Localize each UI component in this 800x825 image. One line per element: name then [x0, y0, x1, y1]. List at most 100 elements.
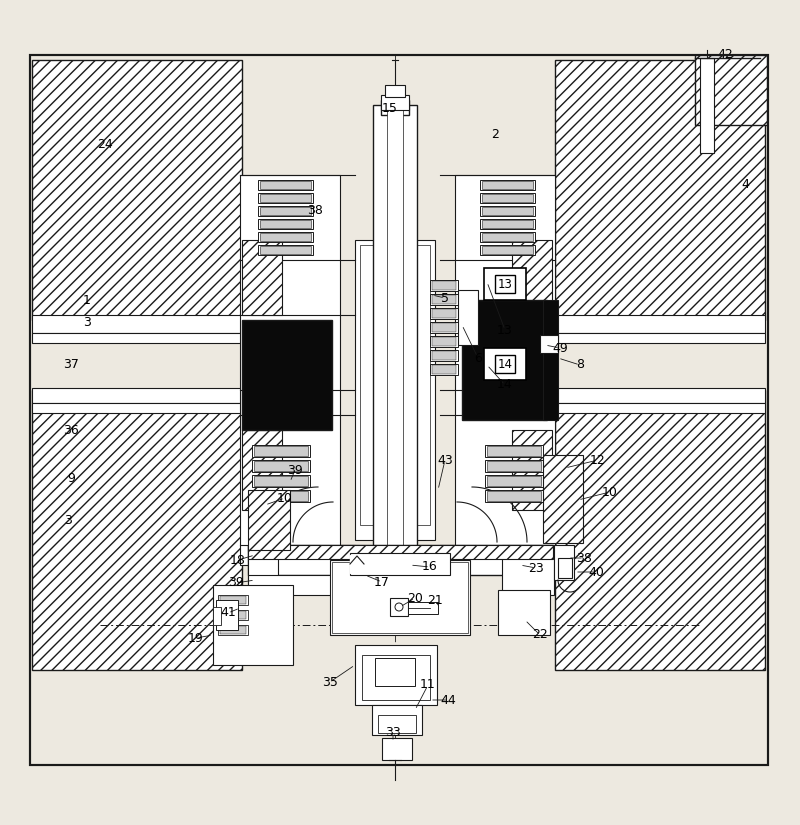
- Bar: [480, 180, 535, 190]
- Bar: [375, 658, 415, 686]
- Bar: [482, 220, 533, 228]
- Bar: [218, 625, 248, 635]
- Bar: [432, 309, 456, 318]
- Bar: [260, 194, 311, 202]
- Bar: [32, 388, 242, 403]
- Text: 35: 35: [322, 676, 338, 689]
- Bar: [480, 193, 535, 203]
- Bar: [242, 320, 332, 430]
- Bar: [482, 246, 533, 254]
- Bar: [408, 602, 438, 614]
- Text: 37: 37: [63, 359, 79, 371]
- Bar: [430, 308, 458, 319]
- Bar: [32, 390, 242, 670]
- Text: 14: 14: [497, 379, 513, 392]
- Bar: [485, 490, 543, 502]
- Bar: [382, 738, 412, 760]
- Bar: [558, 558, 572, 578]
- Bar: [487, 446, 541, 456]
- Bar: [480, 232, 535, 242]
- Bar: [430, 280, 458, 291]
- Text: 22: 22: [532, 629, 548, 642]
- Bar: [482, 194, 533, 202]
- Bar: [432, 337, 456, 346]
- Text: 49: 49: [552, 342, 568, 355]
- Bar: [555, 333, 765, 343]
- Text: 12: 12: [590, 454, 606, 466]
- Text: 1: 1: [83, 294, 91, 307]
- Bar: [254, 461, 308, 471]
- Bar: [432, 281, 456, 290]
- Bar: [355, 645, 437, 705]
- Bar: [258, 180, 313, 190]
- Bar: [484, 348, 526, 380]
- Text: 13: 13: [498, 277, 513, 290]
- Bar: [480, 245, 535, 255]
- Text: 21: 21: [427, 593, 443, 606]
- Circle shape: [395, 603, 403, 611]
- Bar: [502, 545, 554, 595]
- Bar: [381, 95, 409, 110]
- Bar: [487, 461, 541, 471]
- Bar: [430, 322, 458, 333]
- Text: 18: 18: [230, 554, 246, 567]
- Bar: [432, 323, 456, 332]
- Text: 42: 42: [717, 49, 733, 62]
- Bar: [32, 60, 242, 320]
- Bar: [482, 181, 533, 189]
- Bar: [248, 575, 333, 595]
- Text: 3: 3: [83, 315, 91, 328]
- Text: 44: 44: [440, 694, 456, 706]
- Text: 33: 33: [385, 727, 401, 739]
- Bar: [485, 475, 543, 487]
- Bar: [30, 55, 768, 765]
- Bar: [332, 562, 468, 633]
- Bar: [258, 219, 313, 229]
- Bar: [700, 58, 714, 153]
- Bar: [220, 611, 246, 619]
- Text: 15: 15: [382, 101, 398, 115]
- Bar: [30, 55, 768, 765]
- Bar: [213, 585, 293, 665]
- Bar: [432, 295, 456, 304]
- Text: 5: 5: [441, 291, 449, 304]
- Bar: [555, 403, 765, 413]
- Bar: [330, 560, 470, 635]
- Text: 11: 11: [420, 678, 436, 691]
- Bar: [485, 460, 543, 472]
- Text: 39: 39: [287, 464, 303, 477]
- Bar: [484, 268, 526, 300]
- Bar: [512, 240, 552, 315]
- Bar: [220, 626, 246, 634]
- Bar: [555, 390, 765, 670]
- Bar: [498, 590, 550, 635]
- Text: 38: 38: [307, 204, 323, 216]
- Bar: [240, 175, 340, 565]
- Bar: [254, 491, 308, 501]
- Text: 43: 43: [437, 454, 453, 466]
- Bar: [258, 232, 313, 242]
- Bar: [390, 598, 408, 616]
- Text: 10: 10: [602, 485, 618, 498]
- Text: 14: 14: [498, 357, 513, 370]
- Bar: [540, 335, 558, 353]
- Text: 23: 23: [528, 562, 544, 574]
- Bar: [430, 350, 458, 361]
- Bar: [218, 610, 248, 620]
- Bar: [458, 290, 478, 345]
- Bar: [555, 388, 765, 403]
- Text: 8: 8: [576, 359, 584, 371]
- Bar: [455, 175, 555, 565]
- Bar: [254, 476, 308, 486]
- Bar: [373, 105, 417, 565]
- Bar: [355, 240, 435, 540]
- Bar: [220, 596, 246, 604]
- Bar: [387, 105, 403, 560]
- Text: 3: 3: [64, 513, 72, 526]
- Text: 36: 36: [63, 423, 79, 436]
- Bar: [254, 446, 308, 456]
- Text: 38: 38: [576, 551, 592, 564]
- Bar: [242, 240, 282, 315]
- Bar: [362, 655, 430, 700]
- Bar: [360, 245, 430, 525]
